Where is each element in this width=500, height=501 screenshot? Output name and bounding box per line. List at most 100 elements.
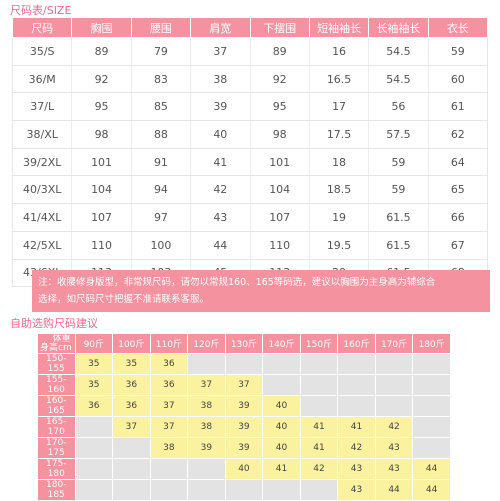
size-cell: 83 (130, 65, 191, 94)
recommend-cell: 39 (187, 437, 226, 459)
recommend-cell (149, 479, 189, 501)
recommend-cell (412, 437, 451, 459)
size-cell: 54.5 (368, 65, 429, 94)
size-cell: 18.5 (308, 175, 369, 205)
size-cell: 41 (190, 148, 250, 177)
recommend-cell: 42 (374, 416, 414, 438)
weight-header: 140斤 (262, 333, 301, 354)
recommend-cell (374, 353, 414, 375)
size-row: 40/3XL 104 94 42 104 18.5 59 65 (11, 175, 489, 205)
recommend-row: 170-175 38 39 39 40 41 42 43 (37, 437, 451, 459)
size-cell: 98 (71, 120, 132, 149)
size-chart-title: 尺码表/SIZE (10, 4, 72, 17)
recommend-cell (412, 353, 451, 375)
recommend-cell: 37 (224, 374, 264, 396)
size-cell: 94 (130, 175, 191, 205)
recommend-cell (299, 353, 339, 375)
recommend-cell (412, 395, 451, 417)
size-cell: 36/M (11, 65, 72, 94)
recommend-cell (112, 437, 151, 459)
recommend-cell: 37 (112, 416, 151, 438)
recommend-cell: 40 (262, 395, 301, 417)
header-chest: 胸围 (71, 17, 132, 38)
recommend-cell: 42 (299, 458, 339, 480)
recommend-cell (374, 395, 414, 417)
weight-header: 150斤 (299, 333, 339, 354)
recommend-row: 155-160 35 36 36 37 37 (37, 374, 451, 396)
recommend-cell: 43 (337, 479, 376, 501)
size-cell: 79 (130, 37, 191, 66)
recommend-cell (299, 374, 339, 396)
size-cell: 43 (190, 203, 250, 232)
size-note: 注：收腰修身版型，非常规尺码，请勿以常规160、165等码选，建议以胸围为主身高… (32, 270, 490, 312)
size-cell: 104 (249, 175, 310, 205)
recommend-cell: 44 (374, 479, 414, 501)
size-cell: 92 (71, 65, 132, 94)
size-cell: 35/S (11, 37, 72, 66)
size-cell: 101 (71, 148, 132, 177)
height-label: 180-185 (37, 479, 76, 501)
recommend-cell: 39 (224, 416, 264, 438)
recommend-cell: 35 (74, 374, 114, 396)
header-short-sleeve: 短袖袖长 (308, 17, 370, 38)
recommend-cell: 37 (149, 416, 189, 438)
header-hem: 下摆围 (249, 17, 310, 38)
size-cell: 44 (190, 231, 250, 260)
header-waist: 腰围 (130, 17, 192, 38)
recommend-cell: 42 (337, 437, 376, 459)
size-cell: 54.5 (368, 37, 429, 66)
recommend-row: 180-185 43 44 44 (37, 479, 451, 501)
recommend-cell: 41 (299, 416, 339, 438)
size-cell: 60 (427, 65, 489, 94)
size-row: 42/5XL 110 100 44 110 19.5 61.5 67 (11, 231, 489, 260)
size-cell: 38 (190, 65, 250, 94)
recommend-header-row: 体重 身高cm 90斤 100斤 110斤 120斤 130斤 140斤 150斤 160斤 1… (37, 333, 451, 354)
height-label: 160-165 (37, 395, 76, 417)
weight-header: 160斤 (337, 333, 376, 354)
size-cell: 110 (71, 231, 132, 260)
size-cell: 92 (249, 65, 310, 94)
corner-weight-label: 体重 (52, 333, 71, 344)
weight-header: 120斤 (187, 333, 226, 354)
recommend-cell: 36 (149, 353, 189, 375)
size-cell: 67 (427, 231, 489, 260)
recommend-cell (337, 353, 376, 375)
recommend-cell: 38 (149, 437, 189, 459)
weight-header: 110斤 (149, 333, 189, 354)
size-cell: 39 (190, 92, 250, 122)
size-cell: 59 (427, 37, 489, 66)
size-cell: 40/3XL (11, 175, 72, 205)
corner-height-label: 身高cm (40, 342, 72, 353)
weight-header: 170斤 (374, 333, 414, 354)
recommend-cell (337, 395, 376, 417)
size-cell: 61.5 (368, 203, 429, 232)
size-cell: 61.5 (368, 231, 429, 260)
size-cell: 88 (130, 120, 191, 149)
size-cell: 65 (427, 175, 489, 205)
size-cell: 42/5XL (11, 231, 72, 260)
recommend-cell (262, 479, 301, 501)
recommend-cell (299, 479, 339, 501)
recommend-cell (149, 458, 189, 480)
weight-header: 130斤 (224, 333, 264, 354)
size-cell: 39/2XL (11, 148, 72, 177)
height-label: 165-170 (37, 416, 76, 438)
note-line-1: 注：收腰修身版型，非常规尺码，请勿以常规160、165等码选，建议以胸围为主身高… (38, 277, 436, 288)
recommend-cell: 43 (337, 458, 376, 480)
size-row: 37/L 95 85 39 95 17 56 61 (11, 92, 489, 122)
size-chart-table: 尺码 胸围 腰围 肩宽 下摆围 短袖袖长 长袖袖长 衣长 35/S 89 79 37 8… (11, 17, 489, 288)
recommend-cell: 43 (374, 437, 414, 459)
recommend-cell: 37 (187, 374, 226, 396)
size-cell: 41/4XL (11, 203, 72, 232)
recommend-cell: 39 (224, 395, 264, 417)
size-cell: 89 (249, 37, 310, 66)
size-cell: 62 (427, 120, 489, 149)
recommend-cell (74, 437, 114, 459)
height-label: 175-180 (37, 458, 76, 480)
header-length: 衣长 (427, 17, 489, 38)
size-row: 35/S 89 79 37 89 16 54.5 59 (11, 37, 489, 66)
recommend-cell: 40 (262, 416, 301, 438)
recommend-cell (412, 374, 451, 396)
size-cell: 17.5 (308, 120, 369, 149)
recommend-cell (74, 458, 114, 480)
